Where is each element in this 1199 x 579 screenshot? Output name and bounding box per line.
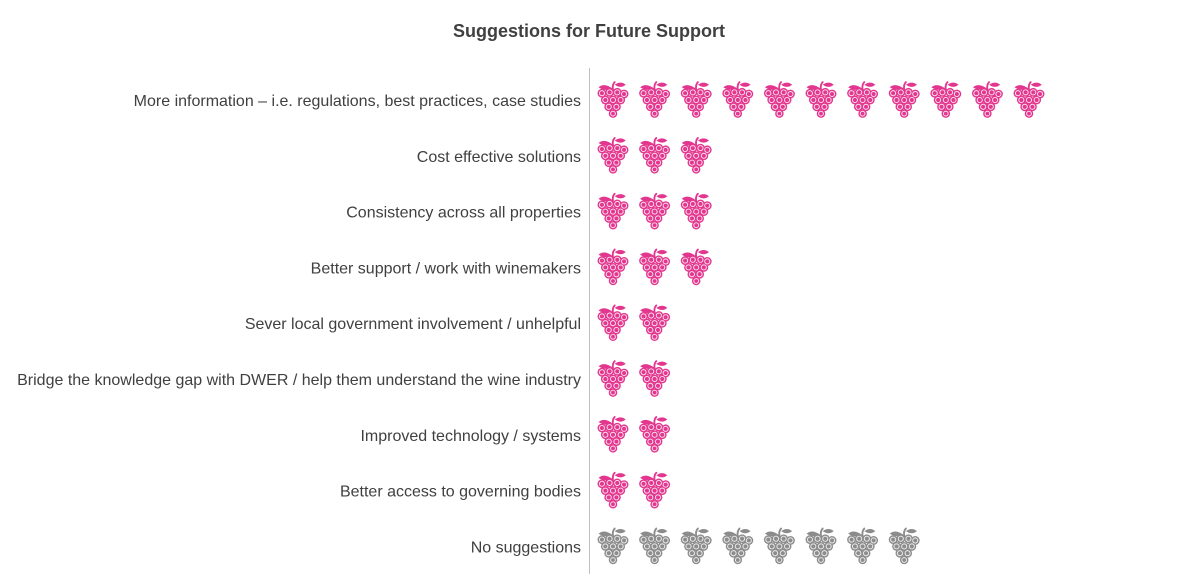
grape-icon xyxy=(721,81,755,119)
grape-icon xyxy=(596,360,630,398)
grape-icon xyxy=(638,415,672,454)
grape-icon xyxy=(721,527,755,566)
grape-icon xyxy=(804,527,838,566)
grape-icon xyxy=(596,81,630,119)
grape-icon xyxy=(679,192,713,231)
category-label: Consistency across all properties xyxy=(346,205,581,222)
category-label: Cost effective solutions xyxy=(417,149,581,166)
grape-icon xyxy=(679,248,713,287)
grape-icon xyxy=(679,81,713,119)
grape-icon xyxy=(887,527,921,566)
category-labels: More information – i.e. regulations, bes… xyxy=(17,93,581,556)
grape-icon xyxy=(846,81,880,119)
grape-icon xyxy=(596,136,630,175)
grape-icon xyxy=(638,136,672,175)
grape-icon xyxy=(596,304,630,343)
grape-icon xyxy=(638,527,672,566)
grape-icon xyxy=(1012,81,1046,119)
grape-icon xyxy=(596,248,630,287)
grape-icon xyxy=(596,471,630,510)
grape-icon xyxy=(762,527,796,566)
category-label: Improved technology / systems xyxy=(360,428,581,445)
grape-icon xyxy=(679,527,713,566)
grape-icon xyxy=(596,192,630,231)
grape-icon xyxy=(679,136,713,175)
category-label: More information – i.e. regulations, bes… xyxy=(134,93,581,110)
grape-icon xyxy=(596,415,630,454)
category-label: Better support / work with winemakers xyxy=(311,260,581,277)
grape-icon xyxy=(638,81,672,119)
pictograph-marks xyxy=(596,81,1046,566)
chart-title: Suggestions for Future Support xyxy=(453,21,725,41)
category-label: Better access to governing bodies xyxy=(340,484,581,501)
grape-icon xyxy=(638,360,672,398)
category-label: Bridge the knowledge gap with DWER / hel… xyxy=(17,372,581,389)
grape-icon xyxy=(804,81,838,119)
grape-icon xyxy=(762,81,796,119)
grape-icon xyxy=(638,304,672,343)
grape-icon xyxy=(638,471,672,510)
grape-icon xyxy=(887,81,921,119)
category-label: Sever local government involvement / unh… xyxy=(245,316,581,333)
category-label: No suggestions xyxy=(471,539,581,556)
grape-icon xyxy=(638,248,672,287)
grape-icon xyxy=(970,81,1004,119)
grape-icon xyxy=(929,81,963,119)
grape-icon xyxy=(638,192,672,231)
grape-icon xyxy=(846,527,880,566)
grape-icon xyxy=(596,527,630,566)
